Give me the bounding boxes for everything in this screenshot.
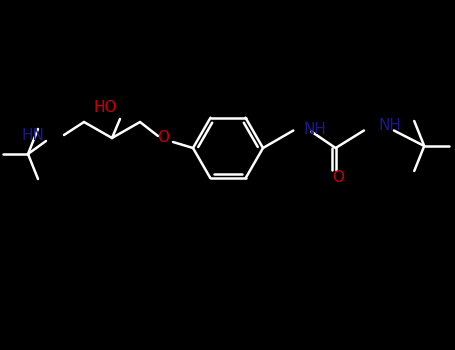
Text: O: O	[157, 131, 169, 146]
Text: HN: HN	[21, 128, 44, 143]
Text: NH: NH	[303, 122, 326, 137]
Text: NH: NH	[379, 118, 402, 133]
Text: O: O	[333, 170, 344, 186]
Text: HO: HO	[93, 100, 117, 116]
